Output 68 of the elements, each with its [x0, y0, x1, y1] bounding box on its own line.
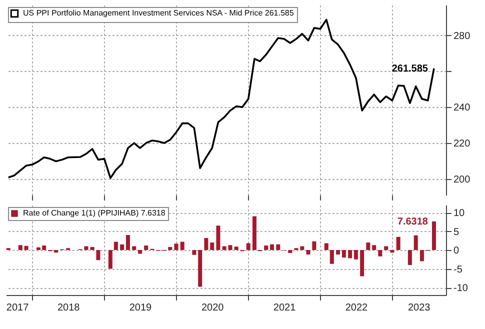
bar: [408, 250, 412, 265]
bar: [306, 250, 310, 254]
bar: [138, 250, 142, 254]
bar: [192, 250, 196, 255]
bar: [378, 250, 382, 256]
legend-label: Rate of Change 1(1) (PPIJIHAB) 7.6318: [23, 208, 166, 218]
bar: [90, 247, 94, 250]
bar: [24, 246, 28, 250]
bar: [384, 246, 388, 250]
bar: [144, 246, 148, 250]
bar: [396, 236, 400, 250]
bar: [420, 250, 424, 262]
bar: [366, 242, 370, 250]
x-tick-label: 2017: [6, 302, 30, 314]
bar: [120, 244, 124, 250]
bar: [288, 250, 292, 253]
bar: [210, 242, 214, 250]
bar: [264, 246, 268, 250]
bar: [372, 245, 376, 250]
bar: [360, 250, 364, 276]
x-tick-label: 2021: [273, 302, 296, 314]
y-tick-label: -10: [454, 283, 468, 294]
y-tick-label: 220: [454, 138, 471, 150]
bar: [390, 250, 394, 253]
bar: [300, 246, 304, 250]
y-tick-label: 200: [454, 174, 471, 186]
bar: [108, 250, 112, 269]
x-tick-label: 2022: [345, 302, 368, 314]
bar: [270, 244, 274, 250]
x-tick-label: 2019: [129, 302, 152, 314]
annotation: 7.6318: [397, 216, 428, 228]
bar: [54, 250, 58, 253]
bar: [252, 216, 256, 250]
x-tick-label: 2023: [408, 302, 431, 314]
bar: [354, 250, 358, 260]
bar: [180, 242, 184, 250]
bar: [168, 247, 172, 250]
legend-label: US PPI Portfolio Management Investment Services NSA - Mid Price 261.585: [23, 8, 294, 18]
y-tick-label: 10: [454, 208, 466, 219]
y-tick-label: -5: [454, 264, 463, 276]
bar: [276, 244, 280, 250]
bar: [414, 235, 418, 250]
annotation: 261.585: [392, 63, 428, 74]
bar: [324, 243, 328, 250]
bar: [126, 235, 130, 250]
bar: [246, 243, 250, 250]
bar: [18, 245, 22, 250]
y-tick-label: 280: [454, 30, 471, 42]
bar: [132, 246, 136, 250]
x-tick-label: 2018: [57, 302, 80, 314]
bar: [336, 250, 340, 254]
y-tick-label: 0: [454, 246, 460, 256]
bar: [234, 246, 238, 250]
x-tick-label: 2020: [201, 302, 224, 314]
y-tick-label: 240: [454, 102, 471, 114]
bar: [342, 250, 346, 258]
bar: [114, 242, 118, 250]
y-tick-label: 5: [454, 226, 460, 238]
line-series: [7, 18, 435, 180]
bar: [198, 250, 202, 287]
bar: [432, 221, 436, 250]
bar: [312, 241, 316, 250]
bar: [204, 238, 208, 250]
bar: [216, 226, 220, 250]
bar: [174, 244, 178, 250]
bar: [330, 250, 334, 264]
bar: [348, 250, 352, 258]
bar: [96, 250, 100, 260]
